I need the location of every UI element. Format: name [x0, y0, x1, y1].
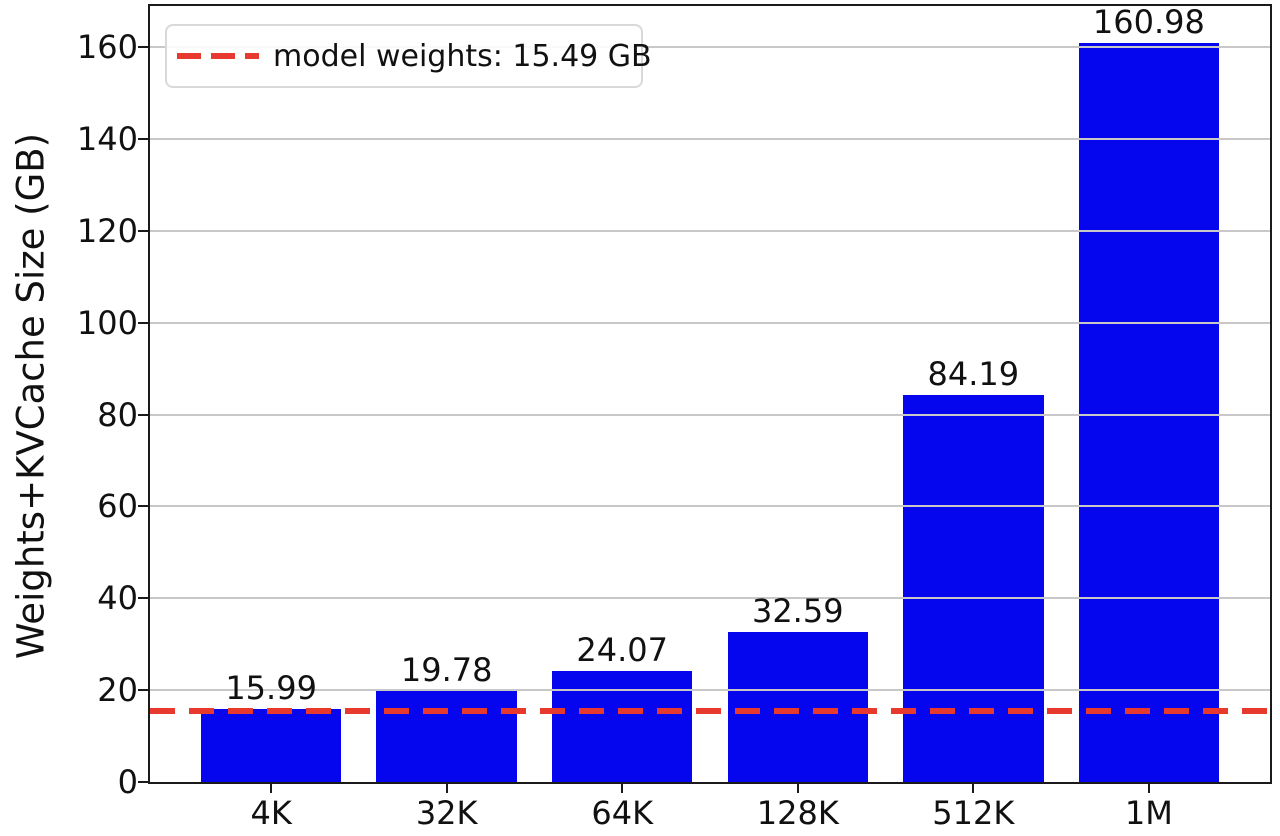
- x-tick-label-512K: 512K: [932, 794, 1015, 832]
- gridline-y100: [150, 321, 1270, 324]
- bar-value-label-512K: 84.19: [927, 355, 1020, 394]
- threshold-line: [150, 707, 1270, 714]
- x-tick-label-32K: 32K: [415, 794, 478, 832]
- gridline-y120: [150, 229, 1270, 232]
- y-tick-mark-140: [138, 138, 149, 141]
- y-tick-label-80: 80: [97, 395, 138, 434]
- y-tick-label-140: 140: [76, 120, 138, 159]
- bar-value-label-64K: 24.07: [576, 631, 669, 670]
- gridline-y140: [150, 138, 1270, 141]
- y-tick-label-160: 160: [76, 28, 138, 67]
- legend-dash-sample: [177, 53, 259, 59]
- y-tick-mark-80: [138, 413, 149, 416]
- bar-32K: [376, 691, 517, 782]
- y-tick-mark-120: [138, 229, 149, 232]
- y-tick-mark-40: [138, 597, 149, 600]
- bar-128K: [727, 632, 868, 782]
- x-tick-mark-64K: [621, 784, 624, 793]
- x-tick-mark-4K: [270, 784, 273, 793]
- legend-label: model weights: 15.49 GB: [273, 38, 652, 74]
- bar-value-label-128K: 32.59: [751, 592, 844, 631]
- bar-value-label-32K: 19.78: [400, 651, 493, 690]
- x-tick-label-1M: 1M: [1124, 794, 1173, 832]
- bar-value-label-1M: 160.98: [1092, 2, 1205, 41]
- y-tick-label-0: 0: [117, 763, 138, 801]
- x-tick-mark-32K: [445, 784, 448, 793]
- bar-4K: [200, 708, 342, 782]
- x-tick-mark-512K: [972, 784, 975, 793]
- y-tick-label-20: 20: [97, 671, 138, 710]
- bar-64K: [552, 671, 693, 782]
- gridline-y80: [150, 413, 1270, 416]
- x-tick-label-128K: 128K: [756, 794, 839, 832]
- x-tick-label-64K: 64K: [591, 794, 654, 832]
- bar-512K: [903, 395, 1044, 782]
- y-tick-label-40: 40: [97, 579, 138, 618]
- y-tick-label-60: 60: [97, 487, 138, 526]
- x-tick-mark-128K: [796, 784, 799, 793]
- plot-area: model weights: 15.49 GB 15.99 19.78 24.07 3…: [148, 2, 1272, 784]
- x-tick-label-4K: 4K: [250, 794, 292, 832]
- gridline-y20: [150, 689, 1270, 692]
- gridline-y40: [150, 597, 1270, 600]
- y-tick-mark-160: [138, 46, 149, 49]
- y-tick-mark-60: [138, 505, 149, 508]
- y-tick-mark-0: [138, 781, 149, 783]
- gridline-y160: [150, 46, 1270, 49]
- legend: model weights: 15.49 GB: [165, 24, 652, 88]
- bar-1M: [1078, 42, 1220, 782]
- bar-value-label-4K: 15.99: [225, 668, 317, 707]
- y-tick-mark-100: [138, 321, 149, 324]
- y-tick-label-120: 120: [76, 211, 138, 250]
- x-tick-mark-1M: [1147, 784, 1150, 793]
- y-tick-label-100: 100: [76, 303, 138, 342]
- y-tick-mark-20: [138, 689, 149, 692]
- gridline-y60: [150, 505, 1270, 508]
